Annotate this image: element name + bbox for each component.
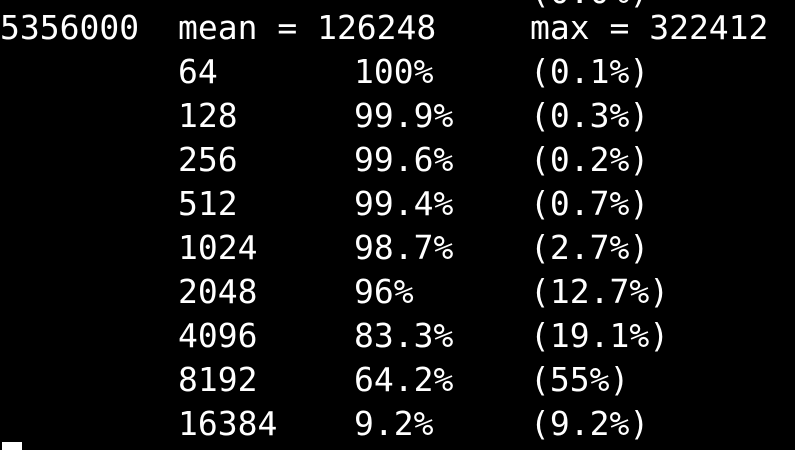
- row-share: (0.3%): [530, 96, 650, 135]
- row-size: 16384: [178, 404, 278, 443]
- row-size: 8192: [178, 360, 258, 399]
- table-row: 64 100% (0.1%): [0, 50, 649, 94]
- row-share: (0.7%): [530, 184, 650, 223]
- table-row: 16384 9.2% (9.2%): [0, 402, 649, 446]
- row-percent: 83.3%: [354, 316, 454, 355]
- summary-max: max = 322412: [530, 8, 769, 47]
- row-size: 512: [178, 184, 238, 223]
- table-row: 2048 96% (12.7%): [0, 270, 669, 314]
- row-percent: 99.4%: [354, 184, 454, 223]
- row-percent: 98.7%: [354, 228, 454, 267]
- row-percent: 96%: [354, 272, 414, 311]
- row-size: 256: [178, 140, 238, 179]
- row-percent: 9.2%: [354, 404, 434, 443]
- table-row: 8192 64.2% (55%): [0, 358, 629, 402]
- row-percent: 100%: [354, 52, 434, 91]
- summary-mean: mean = 126248: [178, 8, 437, 47]
- row-share: (9.2%): [530, 404, 650, 443]
- row-percent: 99.9%: [354, 96, 454, 135]
- row-percent: 99.6%: [354, 140, 454, 179]
- table-row: 512 99.4% (0.7%): [0, 182, 649, 226]
- table-row: 128 99.9% (0.3%): [0, 94, 649, 138]
- summary-count: 5356000: [0, 8, 140, 47]
- table-row: 1024 98.7% (2.7%): [0, 226, 649, 270]
- row-share: (55%): [530, 360, 630, 399]
- row-share: (2.7%): [530, 228, 650, 267]
- row-size: 4096: [178, 316, 258, 355]
- text-cursor: [2, 442, 22, 450]
- row-size: 64: [178, 52, 218, 91]
- row-size: 128: [178, 96, 238, 135]
- row-size: 1024: [178, 228, 258, 267]
- row-percent: 64.2%: [354, 360, 454, 399]
- row-share: (12.7%): [530, 272, 670, 311]
- row-share: (0.2%): [530, 140, 650, 179]
- row-share: (19.1%): [530, 316, 670, 355]
- summary-line: 5356000 mean = 126248 max = 322412: [0, 6, 768, 50]
- row-size: 2048: [178, 272, 258, 311]
- row-share: (0.1%): [530, 52, 650, 91]
- table-row: 4096 83.3% (19.1%): [0, 314, 669, 358]
- partial-top-text: (0.0%): [530, 0, 649, 14]
- table-row: 256 99.6% (0.2%): [0, 138, 649, 182]
- partial-top-line: (0.0%): [0, 0, 795, 14]
